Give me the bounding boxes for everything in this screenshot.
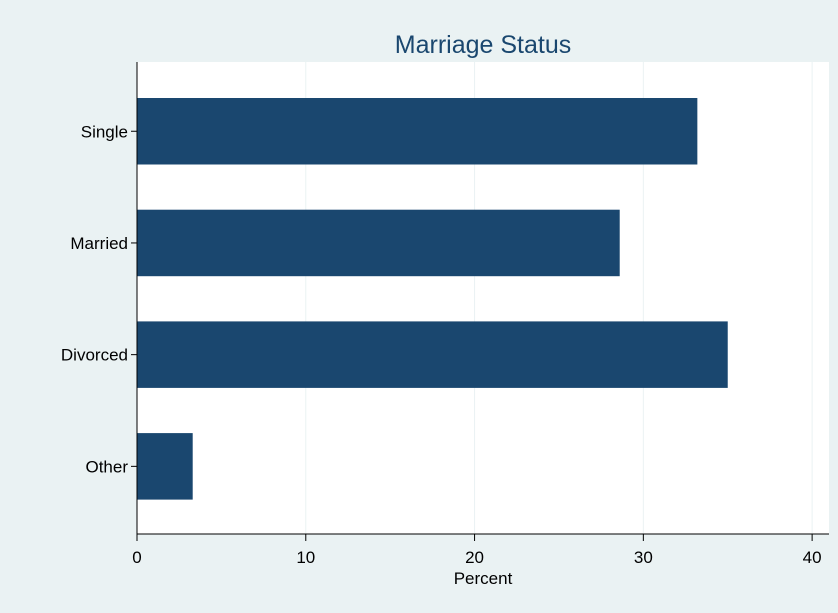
category-label: Divorced: [61, 346, 128, 365]
category-label: Single: [81, 122, 128, 141]
x-tick-label: 0: [132, 548, 141, 567]
bar-other: [137, 433, 193, 500]
bars: [137, 98, 728, 500]
x-axis-label: Percent: [454, 569, 513, 588]
category-label: Married: [70, 234, 128, 253]
x-tick-label: 20: [465, 548, 484, 567]
x-ticks: 0 10 20 30 40: [132, 534, 822, 567]
category-labels: Single Married Divorced Other: [61, 122, 137, 476]
bar-divorced: [137, 321, 728, 388]
x-tick-label: 30: [634, 548, 653, 567]
bar-married: [137, 209, 620, 277]
chart-title: Marriage Status: [395, 31, 571, 59]
x-tick-label: 10: [296, 548, 315, 567]
bar-single: [137, 98, 698, 165]
category-label: Other: [85, 457, 128, 476]
x-tick-label: 40: [803, 548, 822, 567]
